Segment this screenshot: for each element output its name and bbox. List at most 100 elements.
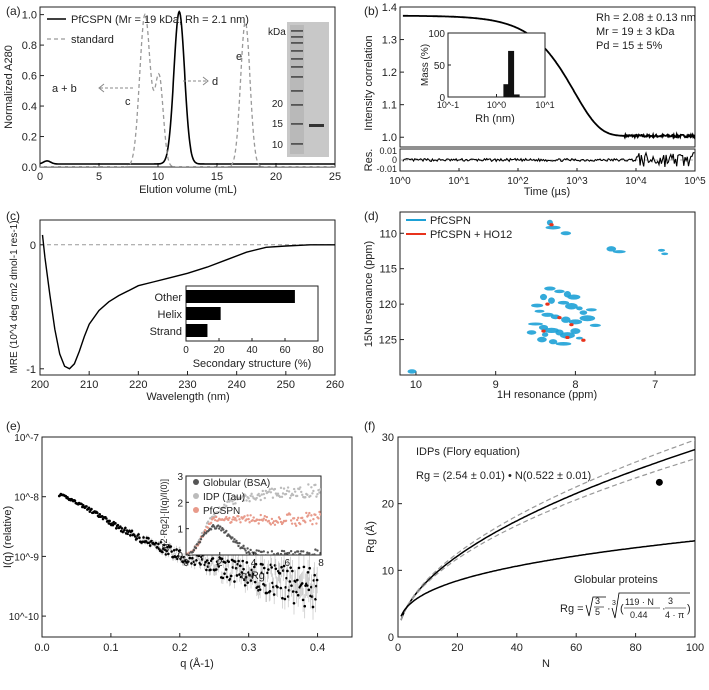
panel-e-data-point [311, 605, 315, 609]
panel-e-inset-point-tau [223, 503, 226, 506]
panel-f-formula-glyph: 0.44 [630, 610, 648, 620]
panel-e-inset-point-pfcsp [318, 510, 321, 514]
panel-b-inset-bar [508, 50, 515, 97]
panel-e-data-point [205, 559, 209, 562]
panel-e-inset-x-tick-label: 8 [318, 558, 324, 569]
panel-c-inset-x-label: Secondary structure (%) [193, 358, 312, 370]
panel-e-data-point [224, 568, 228, 571]
panel-e-data-point [95, 511, 99, 515]
panel-d-peak-blue [612, 250, 626, 254]
panel-e-data-point [265, 591, 269, 595]
panel-a-x-tick-label: 25 [329, 171, 341, 183]
panel-e-inset-point-tau [264, 489, 268, 493]
panel-e-inset-point-tau [274, 492, 278, 495]
panel-d-peak-blue [576, 306, 583, 311]
panel-e-data-point [188, 556, 192, 560]
panel-e-inset-point-tau [245, 499, 248, 502]
panel-e-inset-legend-label: PfCSPN [203, 506, 240, 517]
panel-b-y-tick-label: 1.3 [382, 35, 397, 47]
panel-c-inset-category-label: Helix [158, 309, 183, 321]
panel-e-inset-point-bsa [236, 541, 239, 545]
panel-e-data-point [147, 537, 150, 540]
panel-e-data-point [114, 521, 117, 525]
panel-e-data-point [98, 512, 102, 516]
panel-e-inset-point-pfcsp [265, 515, 269, 519]
panel-e-inset-point-tau [249, 494, 252, 497]
panel-b-y-tick-label: 1.4 [382, 2, 397, 14]
panel-e-inset-point-bsa [258, 554, 261, 555]
panel-e-inset-point-pfcsp [228, 516, 231, 520]
panel-a-arrowhead-d [202, 76, 209, 86]
panel-e-data-point [291, 569, 294, 573]
panel-e-inset-point-pfcsp [247, 517, 250, 521]
panel-e-data-point [280, 565, 283, 569]
panel-f-x-tick-label: 60 [570, 642, 582, 654]
panel-e-data-point [286, 569, 289, 573]
panel-e-data-point [262, 566, 266, 570]
panel-a-label: (a) [6, 4, 21, 18]
panel-e-inset-y-tick-label: 1 [177, 525, 183, 536]
panel-e-data-point [261, 563, 264, 566]
panel-e-inset-point-pfcsp [307, 514, 310, 517]
panel-e-data-point [296, 578, 299, 582]
panel-e-data-point [154, 541, 158, 545]
panel-e-inset-point-pfcsp [252, 516, 255, 519]
panel-a-gel-marker-15: 15 [272, 119, 284, 130]
panel-a-annotation-ab: a + b [52, 83, 77, 95]
panel-e-data-point [133, 535, 137, 538]
panel-e-inset-point-bsa [225, 529, 228, 533]
panel-d-y-axis-label: 15N resonance (ppm) [363, 241, 375, 347]
panel-a-gel-ladder-band [291, 42, 303, 44]
panel-e-inset-legend-marker [193, 479, 199, 485]
panel-e-inset-legend-label: Globular (BSA) [203, 478, 270, 489]
panel-f-y-tick-label: 20 [382, 499, 394, 511]
panel-c-x-axis-label: Wavelength (nm) [146, 391, 229, 403]
panel-e-inset-point-tau [276, 492, 280, 495]
panel-e-data-point [211, 557, 215, 560]
panel-d-peak-red [581, 338, 586, 342]
panel-e-inset-point-tau [296, 494, 299, 498]
panel-b-inset-x-tick-label: 10^-1 [437, 100, 459, 110]
panel-e-x-tick-label: 0.2 [172, 642, 187, 654]
panel-e-data-point [167, 552, 170, 556]
panel-e-inset-point-pfcsp [272, 520, 276, 523]
panel-d-peak-blue [534, 309, 545, 313]
panel-d-peak-blue [554, 289, 565, 294]
panel-e-inset-point-bsa [310, 558, 312, 560]
panel-e-x-tick-label: 0.4 [310, 642, 325, 654]
panel-e-inset-point-bsa [272, 553, 276, 555]
panel-b-inset-x-tick-label: 10^0 [487, 100, 506, 110]
panel-e-inset-point-tau [261, 489, 264, 493]
panel-f-label: (f) [364, 419, 375, 433]
panel-e-inset-point-pfcsp [213, 518, 217, 522]
panel-d-peak-blue [531, 303, 544, 308]
panel-e-data-point [241, 559, 245, 563]
panel-e-inset-point-pfcsp [312, 518, 315, 521]
panel-e-data-point [268, 589, 272, 593]
panel-e-data-point [193, 563, 197, 566]
panel-e-inset-point-pfcsp [243, 515, 246, 518]
panel-b-inset-x-label: Rh (nm) [475, 113, 515, 125]
panel-e-inset-point-tau [258, 494, 261, 498]
panel-e-data-point [138, 536, 141, 540]
panel-a-gel-ladder-band [291, 36, 303, 38]
panel-e-inset-point-tau [285, 489, 289, 493]
panel-e-inset-point-tau [281, 492, 285, 495]
panel-e-inset-point-bsa [311, 553, 314, 555]
panel-d-y-tick-label: 115 [379, 264, 397, 276]
panel-f-y-tick-label: 10 [382, 565, 394, 577]
panel-e-data-point [162, 543, 166, 547]
panel-e-inset-point-pfcsp [215, 515, 218, 519]
panel-b-x-tick-label: 10^0 [389, 176, 411, 187]
panel-f-curve-1 [400, 439, 695, 621]
panel-e-inset-point-bsa [209, 528, 213, 531]
panel-e-inset-point-bsa [194, 546, 198, 550]
panel-e-data-point [130, 529, 134, 533]
panel-e-inset-x-tick-label: 6 [284, 558, 290, 569]
panel-e-data-point [246, 581, 250, 584]
panel-e-inset-point-tau [247, 497, 250, 500]
panel-d-peak-red [557, 315, 562, 320]
panel-e-inset-point-pfcsp [245, 518, 248, 521]
panel-f-formula-glyph: 5 [595, 607, 600, 617]
panel-a-gel-ladder-band [291, 104, 303, 106]
